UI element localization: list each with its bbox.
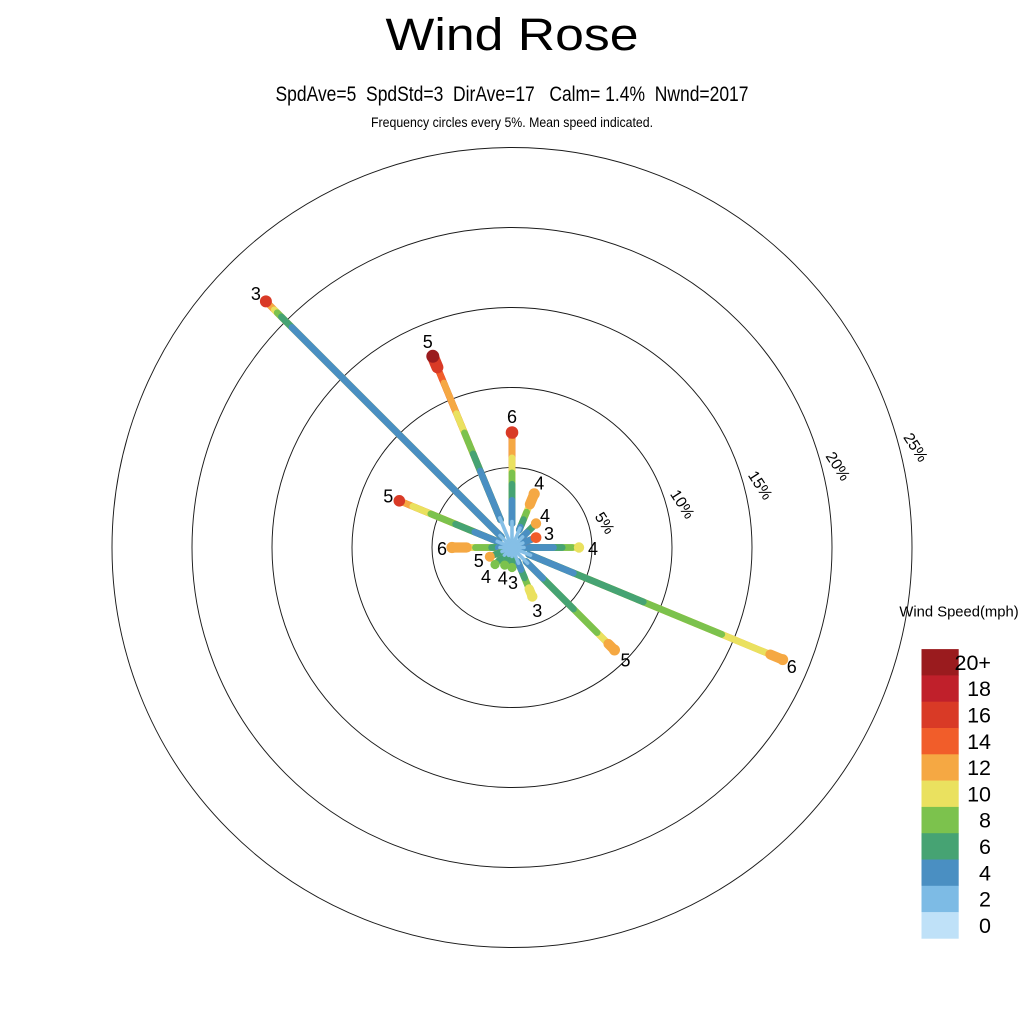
svg-text:4: 4 <box>534 473 544 493</box>
svg-text:4: 4 <box>588 539 598 559</box>
svg-text:5: 5 <box>620 651 630 671</box>
svg-text:18: 18 <box>967 677 991 701</box>
svg-text:4: 4 <box>481 567 491 587</box>
svg-text:3: 3 <box>532 601 542 621</box>
svg-text:5: 5 <box>423 332 433 352</box>
svg-text:12: 12 <box>967 756 991 780</box>
svg-text:Wind Rose: Wind Rose <box>386 9 639 60</box>
svg-text:0: 0 <box>979 914 991 938</box>
svg-text:Frequency circles every 5%. Me: Frequency circles every 5%. Mean speed i… <box>371 115 653 130</box>
svg-text:SpdAve=5 SpdStd=3 DirAve=17: SpdAve=5 SpdStd=3 DirAve=17 Calm= 1.4% N… <box>276 83 749 106</box>
svg-text:3: 3 <box>251 284 261 304</box>
svg-text:6: 6 <box>787 657 797 677</box>
svg-text:2: 2 <box>979 888 991 912</box>
svg-text:4: 4 <box>540 506 550 526</box>
svg-text:10: 10 <box>967 782 991 806</box>
svg-text:14: 14 <box>967 730 991 754</box>
svg-text:8: 8 <box>979 809 991 833</box>
svg-text:4: 4 <box>979 861 991 885</box>
svg-text:Wind Speed(mph): Wind Speed(mph) <box>899 605 1018 621</box>
svg-text:3: 3 <box>544 524 554 544</box>
svg-text:16: 16 <box>967 703 991 727</box>
svg-text:3: 3 <box>508 573 518 593</box>
svg-text:4: 4 <box>498 569 508 589</box>
svg-text:6: 6 <box>507 407 517 427</box>
svg-text:6: 6 <box>437 539 447 559</box>
svg-text:5: 5 <box>383 486 393 506</box>
svg-text:6: 6 <box>979 835 991 859</box>
svg-text:20+: 20+ <box>955 651 991 675</box>
svg-text:5: 5 <box>474 551 484 571</box>
